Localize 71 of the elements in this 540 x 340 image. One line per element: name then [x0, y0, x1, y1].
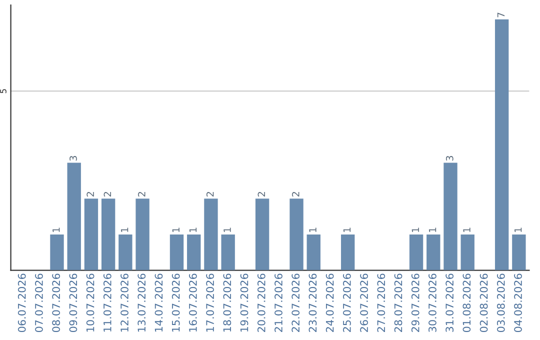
bar — [460, 234, 474, 270]
x-tick-label: 12.07.2026 — [120, 274, 128, 332]
data-label: 2 — [86, 192, 94, 197]
x-tick-label: 15.07.2026 — [172, 274, 180, 332]
data-label: 1 — [121, 228, 128, 232]
x-tick-label: 29.07.2026 — [411, 274, 420, 332]
x-tick-label: 25.07.2026 — [342, 274, 351, 332]
data-label: 3 — [70, 156, 77, 161]
bar — [170, 234, 184, 270]
x-tick-label: 10.07.2026 — [86, 274, 94, 332]
data-label: 1 — [514, 228, 522, 232]
x-tick-label: 30.07.2026 — [428, 274, 436, 332]
data-label: 1 — [189, 228, 197, 232]
data-label: 1 — [224, 228, 231, 232]
x-tick-label: 14.07.2026 — [154, 274, 163, 332]
x-tick-label: 01.08.2026 — [462, 274, 471, 332]
data-label: 2 — [292, 192, 300, 197]
bar — [409, 234, 424, 270]
data-label: 1 — [309, 228, 316, 232]
x-tick-label: 20.07.2026 — [257, 274, 266, 332]
bar — [101, 198, 116, 270]
bar — [290, 198, 304, 270]
data-label: 3 — [446, 156, 454, 161]
x-tick-label: 22.07.2026 — [292, 274, 300, 332]
x-tick-label: 11.07.2026 — [103, 274, 112, 332]
data-label: 2 — [258, 192, 265, 197]
data-label: 1 — [343, 228, 351, 232]
x-tick-label: 24.07.2026 — [326, 274, 334, 332]
data-label: 2 — [206, 192, 214, 197]
data-label: 1 — [428, 228, 436, 232]
data-label: 2 — [138, 192, 146, 197]
bar — [512, 234, 526, 270]
x-tick-label: 17.07.2026 — [206, 274, 214, 332]
bar — [118, 234, 132, 270]
x-tick-label: 27.07.2026 — [377, 274, 386, 332]
bar — [187, 234, 201, 270]
bar — [341, 234, 355, 270]
x-tick-label: 03.08.2026 — [496, 274, 505, 332]
data-label: 1 — [52, 228, 60, 232]
x-tick-label: 08.07.2026 — [52, 274, 60, 332]
bar — [255, 198, 270, 270]
x-tick-label: 31.07.2026 — [446, 274, 454, 332]
x-tick-label: 06.07.2026 — [18, 274, 26, 332]
x-tick-label: 04.08.2026 — [514, 274, 522, 332]
bar — [84, 198, 98, 270]
bar — [494, 19, 509, 270]
y-tick-label: 5 — [0, 89, 6, 94]
data-label: 2 — [104, 192, 112, 197]
data-label: 1 — [463, 228, 470, 232]
x-tick-label: 21.07.2026 — [274, 274, 282, 332]
bar — [444, 162, 458, 270]
data-label: 7 — [497, 12, 505, 18]
data-label: 1 — [412, 228, 419, 232]
bar — [50, 234, 64, 270]
bar — [306, 234, 320, 270]
x-tick-label: 13.07.2026 — [138, 274, 146, 332]
x-tick-label: 02.08.2026 — [480, 274, 488, 332]
bar — [426, 234, 440, 270]
x-tick-label: 23.07.2026 — [308, 274, 317, 332]
x-tick-label: 07.07.2026 — [35, 274, 43, 332]
x-tick-label: 18.07.2026 — [223, 274, 232, 332]
bar — [221, 234, 235, 270]
bar — [204, 198, 218, 270]
bar — [67, 162, 81, 270]
x-tick-label: 16.07.2026 — [189, 274, 197, 332]
x-tick-label: 26.07.2026 — [360, 274, 368, 332]
data-label: 1 — [172, 228, 180, 232]
x-tick-label: 28.07.2026 — [394, 274, 402, 332]
bar — [136, 198, 150, 270]
x-tick-label: 09.07.2026 — [69, 274, 78, 332]
x-tick-label: 19.07.2026 — [240, 274, 248, 332]
